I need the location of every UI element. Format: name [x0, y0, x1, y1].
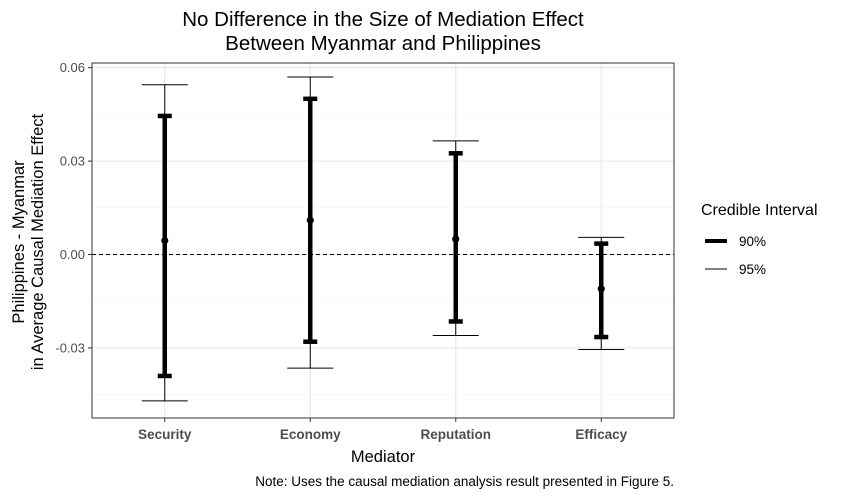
point-estimate — [597, 285, 605, 293]
x-tick-label: Economy — [280, 427, 341, 442]
y-tick-label: 0.06 — [60, 60, 85, 75]
legend-title: Credible Interval — [701, 202, 818, 219]
x-tick-label: Reputation — [421, 427, 492, 442]
x-tick-label: Efficacy — [575, 427, 627, 442]
plot-background — [92, 63, 674, 418]
y-tick-label: 0.03 — [60, 154, 85, 169]
y-axis-ticks: -0.03 0.00 0.03 0.06 — [55, 60, 92, 355]
chart-title-line-1: No Difference in the Size of Mediation E… — [182, 8, 584, 31]
errorbar-efficacy — [578, 236, 625, 350]
errorbar-security — [141, 84, 188, 402]
legend-label-90: 90% — [739, 234, 766, 249]
errorbar-reputation — [432, 140, 479, 336]
x-tick-label: Security — [138, 427, 192, 442]
x-axis-title: Mediator — [351, 448, 416, 466]
y-tick-label: 0.00 — [60, 247, 85, 262]
errorbar-economy — [287, 76, 334, 369]
figure-note: Note: Uses the causal mediation analysis… — [255, 474, 674, 489]
x-axis-ticks: Security Economy Reputation Efficacy — [138, 418, 628, 442]
legend: Credible Interval 90% 95% — [701, 202, 818, 277]
legend-label-95: 95% — [739, 262, 766, 277]
point-estimate — [306, 216, 314, 224]
error-bars — [141, 76, 625, 402]
chart-title-line-2: Between Myanmar and Philippines — [225, 32, 541, 55]
y-axis-title-line-2: in Average Causal Mediation Effect — [29, 113, 47, 370]
y-axis-title-line-1: Philippines - Myanmar — [10, 160, 28, 324]
point-estimate — [452, 235, 460, 243]
point-estimate — [161, 236, 169, 245]
plot-border — [91, 62, 675, 419]
plot-panel — [91, 62, 675, 419]
y-tick-label: -0.03 — [55, 340, 85, 355]
